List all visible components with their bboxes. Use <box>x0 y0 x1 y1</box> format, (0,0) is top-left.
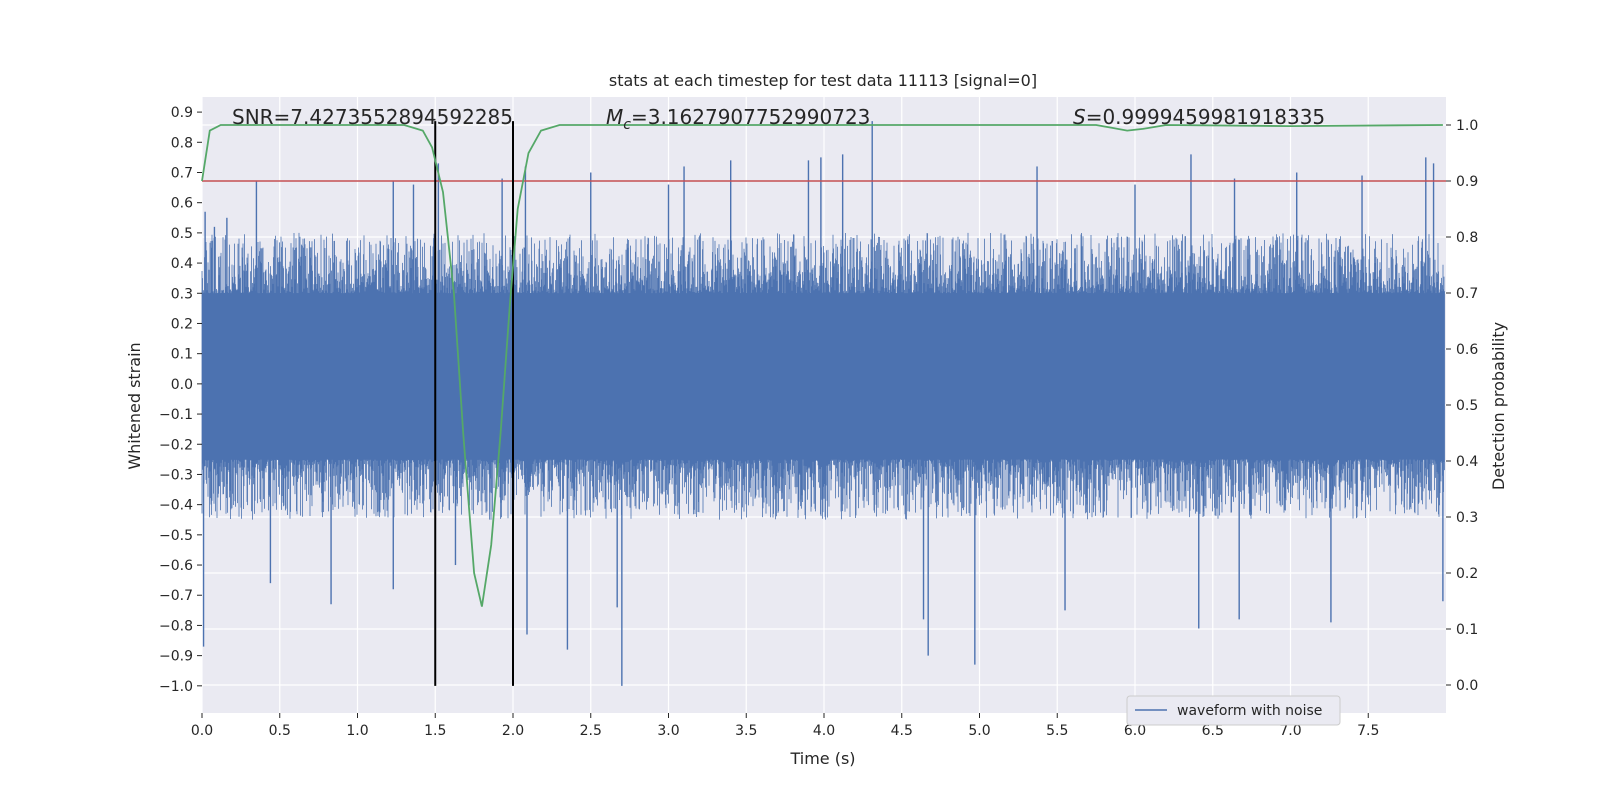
x-axis-label: Time (s) <box>789 749 855 768</box>
y-tick-label: −0.5 <box>159 528 193 544</box>
chirp-mass-symbol: M <box>606 105 623 129</box>
x-tick-label: 1.5 <box>424 723 446 739</box>
s-annotation: S=0.9999459981918335 <box>1073 105 1325 129</box>
probability-series <box>201 124 1443 607</box>
y-tick-label: −0.4 <box>159 498 193 514</box>
legend: waveform with noise <box>1126 695 1341 726</box>
legend-label: waveform with noise <box>1177 703 1322 719</box>
waveform-noise <box>201 232 1445 520</box>
x-tick-label: 0.0 <box>191 723 213 739</box>
s-symbol: S <box>1073 105 1086 129</box>
x-tick-label: 4.5 <box>891 723 913 739</box>
x-tick-label: 4.0 <box>813 723 835 739</box>
chirp-mass-value: =3.1627907752990723 <box>631 105 870 129</box>
y-tick-label: 0.6 <box>171 196 193 212</box>
y2-tick-label: 0.0 <box>1456 678 1478 694</box>
y-tick-label: 0.3 <box>171 286 193 302</box>
y-tick-label: −1.0 <box>159 679 193 695</box>
x-tick-label: 6.5 <box>1202 723 1224 739</box>
legend-box <box>1126 695 1341 726</box>
y-tick-label: −0.6 <box>159 558 193 574</box>
y-tick-label: −0.2 <box>159 437 193 453</box>
y-tick-label: 0.7 <box>171 165 193 181</box>
y2-tick-label: 1.0 <box>1456 118 1478 134</box>
y2-tick-label: 0.4 <box>1456 454 1478 470</box>
waveform-series <box>201 121 1445 686</box>
y2-tick-label: 0.6 <box>1456 342 1478 358</box>
y2-tick-label: 0.3 <box>1456 510 1478 526</box>
y-axis-label: Whitened strain <box>125 342 144 469</box>
y2-tick-label: 0.7 <box>1456 286 1478 302</box>
y-tick-label: 0.1 <box>171 347 193 363</box>
y2-tick-label: 0.2 <box>1456 566 1478 582</box>
y-tick-label: 0.9 <box>171 105 193 121</box>
y2-tick-label: 0.1 <box>1456 622 1478 638</box>
y-tick-label: 0.0 <box>171 377 193 393</box>
y2-tick-label: 0.9 <box>1456 174 1478 190</box>
marker-lines <box>434 121 514 686</box>
x-tick-label: 0.5 <box>269 723 291 739</box>
chirp-mass-subscript: c <box>623 117 631 133</box>
x-tick-label: 6.0 <box>1124 723 1146 739</box>
y-tick-label: 0.5 <box>171 226 193 242</box>
y-tick-label: 0.2 <box>171 316 193 332</box>
ticks: 0.0 0.5 1.0 1.5 2.0 2.5 3.0 3.5 4.0 4.5 5.0 5.5 6.0 6… <box>159 105 1478 739</box>
y-tick-label: 0.8 <box>171 135 193 151</box>
s-value: =0.9999459981918335 <box>1086 105 1325 129</box>
x-tick-label: 3.5 <box>735 723 757 739</box>
x-tick-label: 7.0 <box>1279 723 1301 739</box>
snr-annotation: SNR=7.4273552894592285 <box>232 105 513 129</box>
y2-tick-label: 0.8 <box>1456 230 1478 246</box>
x-tick-label: 7.5 <box>1357 723 1379 739</box>
chirp-mass-annotation: Mc=3.1627907752990723 <box>606 105 870 133</box>
x-tick-label: 2.0 <box>502 723 524 739</box>
x-tick-label: 2.5 <box>580 723 602 739</box>
y-tick-label: −0.8 <box>159 618 193 634</box>
y-tick-label: 0.4 <box>171 256 193 272</box>
y2-axis-label: Detection probability <box>1489 322 1508 490</box>
probability-line <box>201 124 1443 607</box>
y-tick-label: −0.3 <box>159 467 193 483</box>
chart-title: stats at each timestep for test data 111… <box>609 71 1037 90</box>
x-tick-label: 5.0 <box>968 723 990 739</box>
y-tick-label: −0.7 <box>159 588 193 604</box>
y-tick-label: −0.9 <box>159 649 193 665</box>
y2-tick-label: 0.5 <box>1456 398 1478 414</box>
x-tick-label: 1.0 <box>346 723 368 739</box>
x-tick-label: 3.0 <box>657 723 679 739</box>
y-tick-label: −0.1 <box>159 407 193 423</box>
x-tick-label: 5.5 <box>1046 723 1068 739</box>
